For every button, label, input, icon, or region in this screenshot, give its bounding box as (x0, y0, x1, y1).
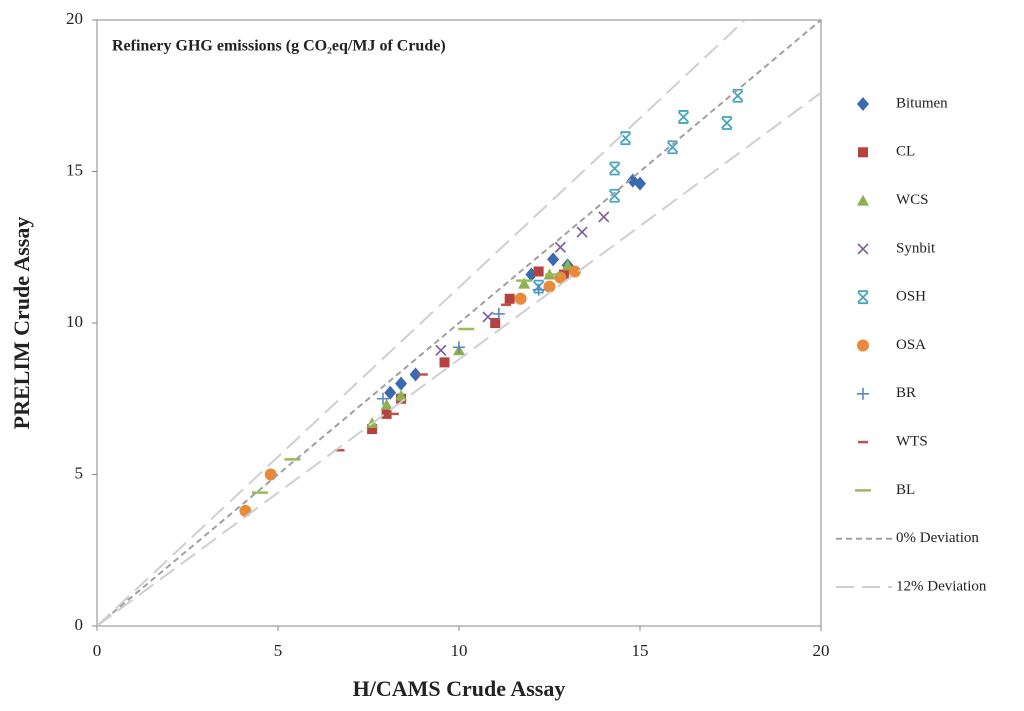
point (532, 283, 545, 296)
x-tick-label: 20 (813, 641, 830, 660)
legend-marker (857, 290, 869, 305)
point (609, 161, 621, 176)
point (380, 398, 393, 410)
point (598, 211, 610, 223)
point (492, 307, 505, 320)
point (381, 408, 392, 419)
legend-label: 0% Deviation (896, 530, 979, 546)
x-tick-label: 0 (93, 641, 102, 660)
y-tick-label: 0 (75, 615, 84, 634)
y-tick-label: 5 (75, 463, 84, 482)
point (395, 376, 408, 391)
x-tick-label: 15 (632, 641, 649, 660)
legend-marker (858, 147, 868, 158)
legend-label: BL (896, 482, 915, 498)
point (384, 385, 397, 400)
point (504, 293, 515, 304)
legend-marker (857, 194, 869, 206)
legend-marker (857, 387, 869, 400)
y-tick-label: 15 (66, 160, 83, 179)
point (490, 318, 501, 328)
point (439, 357, 450, 368)
point (395, 389, 408, 401)
point (264, 468, 277, 481)
legend-label: BR (896, 385, 916, 401)
point (435, 344, 447, 356)
reference-line (97, 20, 821, 626)
point (666, 140, 679, 155)
legend-label: OSA (896, 337, 926, 353)
point (482, 311, 494, 323)
chart-title: Refinery GHG emissions (g CO₂eq/MJ of Cr… (112, 38, 446, 55)
legend-label: CL (896, 144, 915, 160)
point (518, 277, 531, 289)
legend-label: OSH (896, 289, 926, 305)
y-tick-label: 10 (66, 312, 83, 331)
legend-label: WTS (896, 434, 928, 450)
x-axis-label: H/CAMS Crude Assay (353, 676, 566, 701)
point (376, 392, 389, 405)
point (409, 367, 422, 382)
point (619, 131, 632, 146)
legend-label: Synbit (896, 240, 936, 256)
point (568, 265, 581, 278)
legend-marker (857, 97, 869, 111)
legend-label: 12% Deviation (896, 578, 987, 594)
legend-label: Bitumen (896, 95, 948, 111)
point (554, 241, 566, 253)
point (533, 266, 544, 277)
point (514, 292, 527, 305)
point (367, 424, 378, 435)
legend-marker (857, 339, 869, 352)
point (609, 188, 621, 203)
y-tick-label: 20 (66, 9, 83, 28)
point (677, 110, 690, 124)
point (547, 252, 560, 267)
reference-line (97, 20, 821, 626)
x-tick-label: 5 (274, 641, 283, 660)
x-tick-label: 10 (451, 641, 468, 660)
point (732, 88, 744, 103)
point (543, 280, 556, 293)
y-axis-label: PRELIM Crude Assay (9, 217, 34, 430)
point (576, 226, 588, 238)
legend-label: WCS (896, 192, 929, 208)
point (721, 116, 733, 130)
legend-marker (857, 243, 869, 255)
point (453, 341, 465, 354)
point (634, 176, 646, 191)
point (239, 504, 252, 517)
